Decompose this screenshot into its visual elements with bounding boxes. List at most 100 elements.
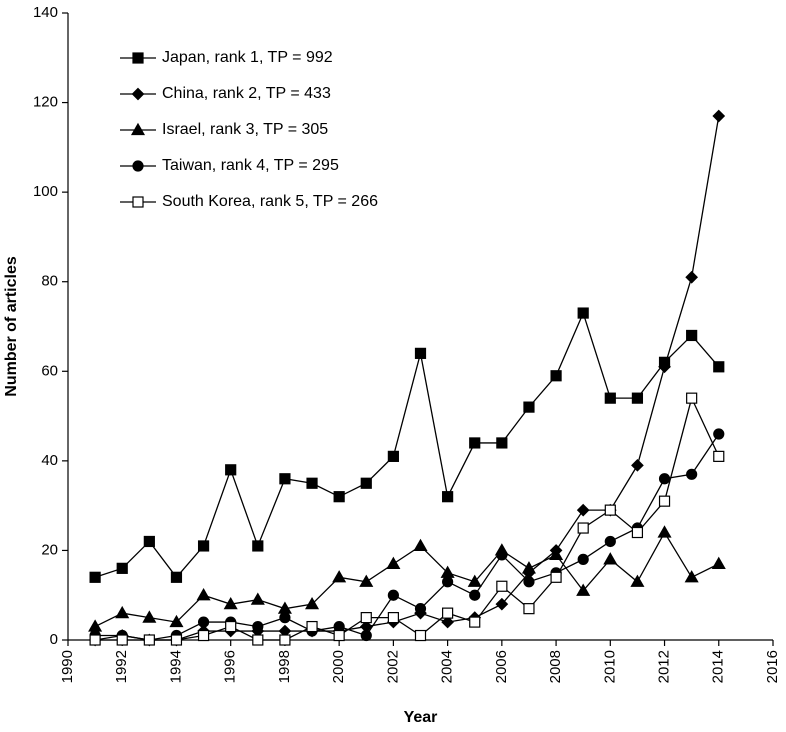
data-point xyxy=(225,464,237,476)
data-point xyxy=(387,450,399,462)
data-point xyxy=(414,603,427,615)
data-point xyxy=(603,552,618,565)
y-tick-label: 80 xyxy=(41,273,58,290)
series-1 xyxy=(88,109,726,647)
data-point xyxy=(576,503,590,517)
data-point xyxy=(469,616,481,628)
data-point xyxy=(711,556,726,569)
legend-label: South Korea, rank 5, TP = 266 xyxy=(162,193,378,210)
data-point xyxy=(495,597,509,611)
data-point xyxy=(413,538,428,552)
data-point xyxy=(713,428,725,440)
data-point xyxy=(469,589,481,601)
data-point xyxy=(333,629,345,642)
legend: Japan, rank 1, TP = 992 China, rank 2, TP… xyxy=(120,49,378,210)
legend-label: Israel, rank 3, TP = 305 xyxy=(162,121,328,138)
data-point xyxy=(143,535,155,548)
x-tick-label: 1990 xyxy=(59,650,76,683)
data-point xyxy=(252,634,264,646)
y-axis-title: Number of articles xyxy=(3,256,20,397)
legend-label: China, rank 2, TP = 433 xyxy=(162,85,331,102)
data-point xyxy=(496,580,508,592)
data-point xyxy=(116,562,128,574)
legend-item: Japan, rank 1, TP = 992 xyxy=(120,49,333,66)
data-point xyxy=(333,491,345,503)
x-tick-label: 2000 xyxy=(330,650,347,683)
data-point xyxy=(386,556,401,569)
data-point xyxy=(196,588,211,601)
legend-marker xyxy=(132,196,144,208)
data-point xyxy=(521,561,536,574)
data-point xyxy=(88,619,103,632)
data-point xyxy=(550,370,562,382)
data-point xyxy=(442,491,454,503)
data-point xyxy=(630,574,645,587)
data-point xyxy=(252,620,264,633)
data-point xyxy=(577,553,589,565)
data-point xyxy=(279,612,291,624)
data-point xyxy=(414,347,427,359)
legend-item: Israel, rank 3, TP = 305 xyxy=(120,121,328,138)
data-point xyxy=(658,495,671,507)
x-tick-label: 2014 xyxy=(710,650,727,683)
data-point xyxy=(279,634,291,646)
legend-marker xyxy=(132,160,144,172)
data-point xyxy=(170,634,183,646)
x-tick-label: 1992 xyxy=(113,650,130,683)
legend-label: Taiwan, rank 4, TP = 295 xyxy=(162,157,339,174)
legend-label: Japan, rank 1, TP = 992 xyxy=(162,49,333,66)
data-point xyxy=(360,477,372,489)
data-point xyxy=(223,596,238,610)
data-point xyxy=(116,634,128,646)
x-tick-label: 1996 xyxy=(222,650,239,683)
data-point xyxy=(604,535,616,548)
data-point xyxy=(577,307,589,319)
data-point xyxy=(360,629,372,642)
data-point xyxy=(414,629,427,642)
data-point xyxy=(387,589,399,601)
y-tick-label: 100 xyxy=(33,183,58,200)
data-point xyxy=(576,583,591,596)
y-tick-label: 140 xyxy=(33,4,58,21)
series-line xyxy=(94,531,720,628)
data-point xyxy=(604,504,616,516)
x-tick-label: 2008 xyxy=(547,650,564,683)
data-point xyxy=(197,616,210,628)
x-tick-label: 2012 xyxy=(656,650,673,683)
data-point xyxy=(523,576,535,588)
data-point xyxy=(306,620,318,633)
data-point xyxy=(387,612,399,624)
x-tick-label: 1998 xyxy=(276,650,293,683)
data-point xyxy=(713,361,725,373)
series-line xyxy=(94,311,720,579)
data-point xyxy=(143,634,155,646)
data-point xyxy=(115,605,130,619)
y-tick-label: 0 xyxy=(50,631,58,648)
y-tick-label: 120 xyxy=(33,94,58,111)
data-point xyxy=(684,570,699,583)
data-point xyxy=(305,596,320,610)
data-point xyxy=(89,634,101,646)
data-point xyxy=(170,571,183,583)
data-point xyxy=(604,392,616,404)
data-point xyxy=(197,540,210,552)
x-tick-label: 2016 xyxy=(764,650,781,683)
data-point xyxy=(250,592,265,605)
data-point xyxy=(442,607,454,619)
x-tick-label: 2002 xyxy=(384,650,401,683)
data-point xyxy=(658,360,671,374)
legend-marker xyxy=(131,87,145,101)
y-tick-label: 60 xyxy=(41,362,58,379)
data-point xyxy=(712,109,726,123)
x-tick-label: 2004 xyxy=(439,650,456,683)
data-point xyxy=(359,574,374,587)
data-point xyxy=(442,576,454,588)
data-point xyxy=(631,526,644,539)
data-point xyxy=(686,392,698,404)
data-point xyxy=(686,468,698,480)
data-point xyxy=(360,612,372,624)
x-tick-label: 2006 xyxy=(493,650,510,683)
data-point xyxy=(469,437,481,449)
data-point xyxy=(631,392,644,404)
